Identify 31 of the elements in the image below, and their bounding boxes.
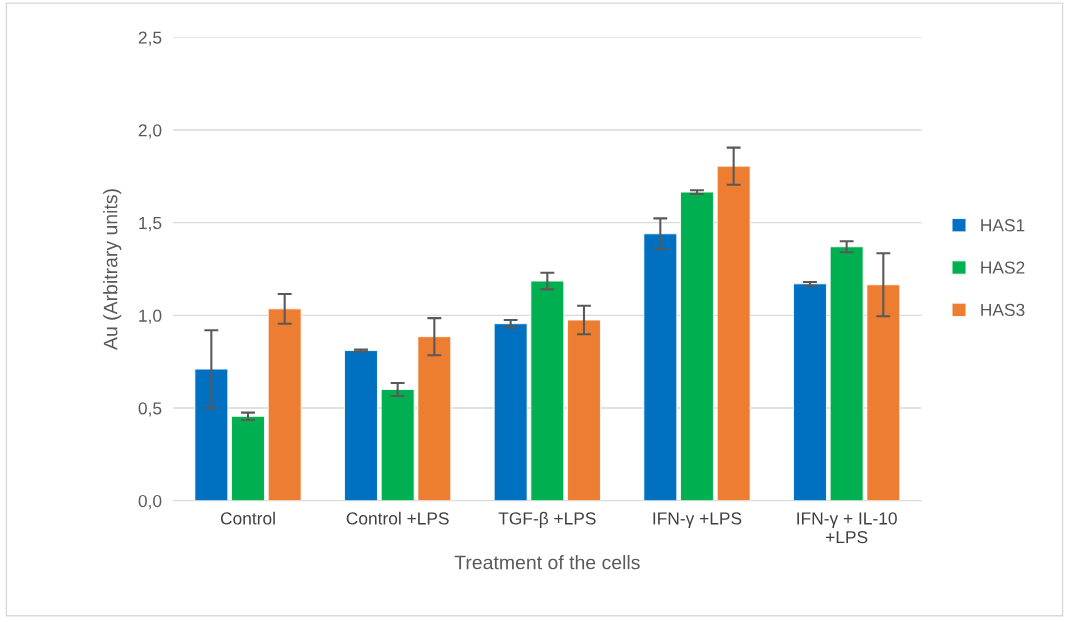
bar	[680, 191, 714, 501]
bar	[194, 368, 229, 501]
y-tick-label: 0,5	[138, 402, 162, 417]
bar	[643, 233, 678, 501]
bar	[567, 319, 601, 501]
x-axis-title: Treatment of the cells	[454, 555, 640, 570]
bar	[530, 280, 565, 501]
bar	[793, 283, 827, 501]
y-tick-label: 1,0	[139, 309, 162, 324]
y-tick-label: 0,0	[138, 494, 162, 510]
bar	[493, 323, 528, 501]
bar	[829, 246, 864, 501]
x-tick-label: IFN-γ + IL-10 +LPS	[797, 512, 897, 544]
x-tick-label: Control +LPS	[346, 511, 449, 525]
y-tick-label: 2,5	[138, 31, 162, 46]
bar	[231, 415, 265, 501]
legend-label: HAS1	[981, 219, 1025, 232]
y-axis-title: Au (Arbitrary units)	[103, 189, 122, 351]
bar	[380, 389, 415, 501]
bar	[267, 308, 302, 501]
legend-label: HAS2	[981, 261, 1025, 274]
bar	[866, 284, 901, 501]
bar	[417, 336, 452, 501]
x-tick-label: IFN-γ +LPS	[653, 512, 742, 528]
legend-label: HAS3	[981, 303, 1025, 317]
bar	[344, 350, 378, 501]
bar	[716, 165, 751, 501]
y-tick-label: 2,0	[138, 124, 162, 139]
x-tick-label: TGF-β +LPS	[498, 511, 596, 528]
x-tick-label: Control	[220, 511, 275, 525]
y-tick-label: 1,5	[139, 217, 162, 232]
